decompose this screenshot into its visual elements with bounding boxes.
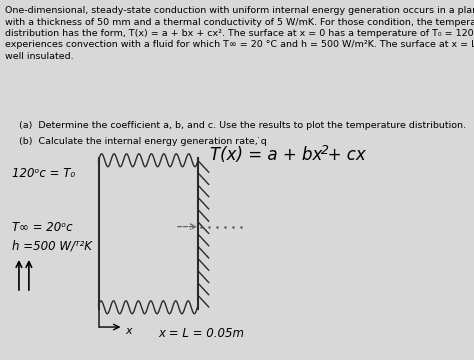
Text: One-dimensional, steady-state conduction with uniform internal energy generation: One-dimensional, steady-state conduction… xyxy=(5,6,474,61)
Text: T(x) = a + bx + cx: T(x) = a + bx + cx xyxy=(210,146,365,164)
Text: 120ᵒc = T₀: 120ᵒc = T₀ xyxy=(12,167,75,180)
Text: T∞ = 20ᵒc: T∞ = 20ᵒc xyxy=(12,221,73,234)
Text: (b)  Calculate the internal energy generation rate, ̇q: (b) Calculate the internal energy genera… xyxy=(19,137,267,146)
Text: x: x xyxy=(125,326,132,336)
Text: (a)  Determine the coefficient a, b, and c. Use the results to plot the temperat: (a) Determine the coefficient a, b, and … xyxy=(19,121,466,130)
Text: h =500 W/ᵀ²K: h =500 W/ᵀ²K xyxy=(12,239,92,252)
Text: x = L = 0.05m: x = L = 0.05m xyxy=(158,327,244,340)
Text: 2: 2 xyxy=(321,144,329,157)
